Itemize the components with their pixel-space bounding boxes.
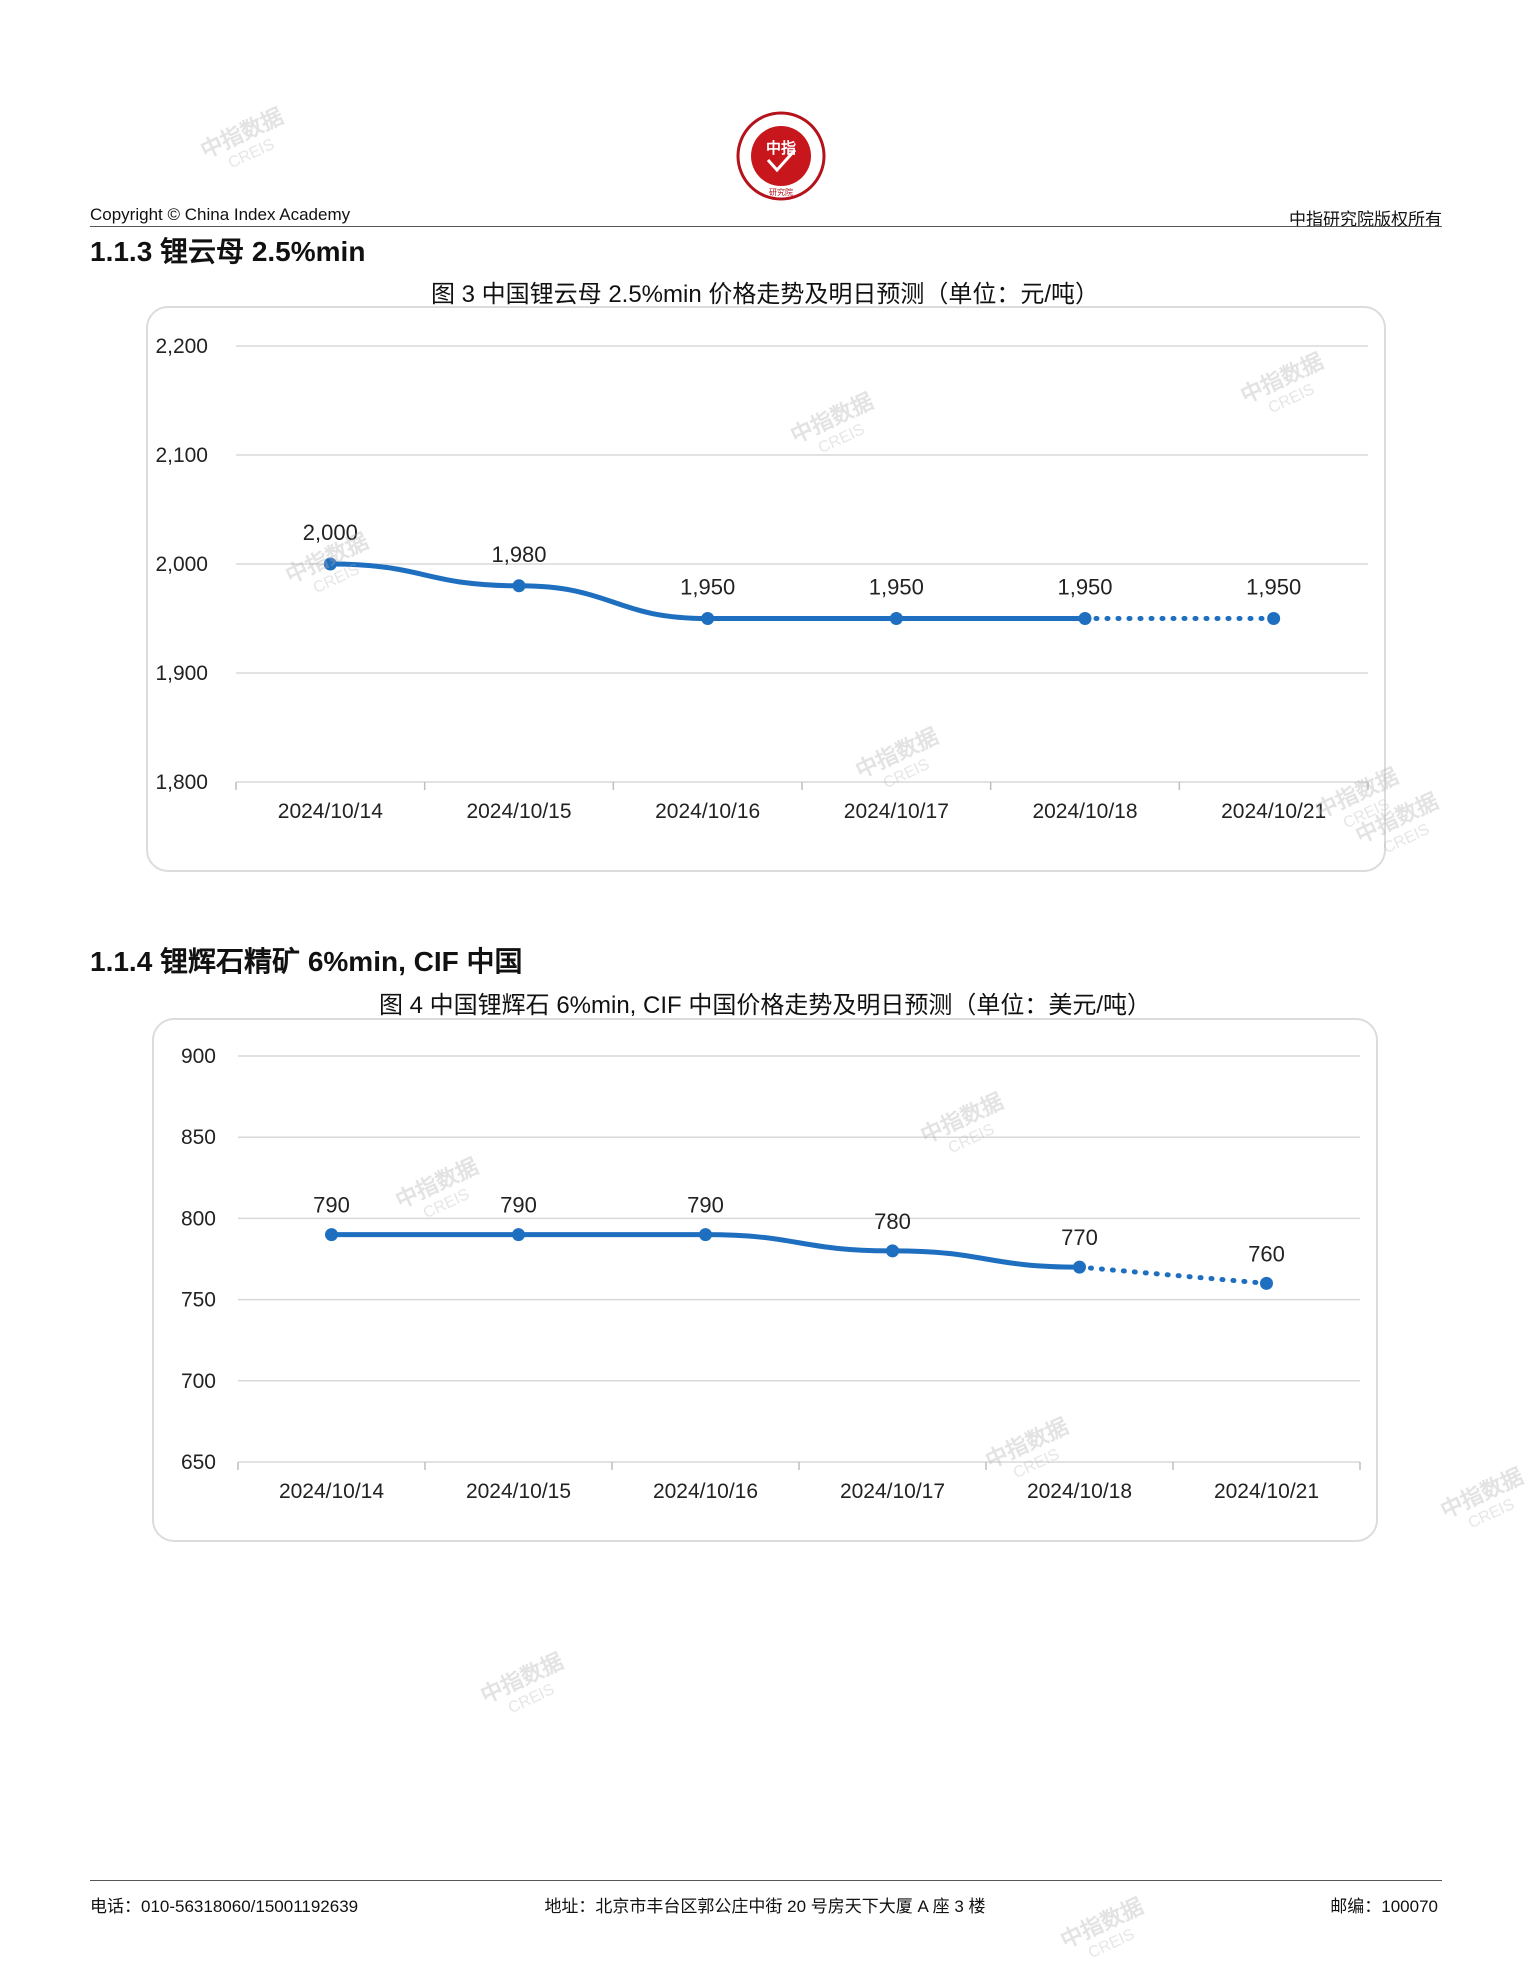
- chart-title-1: 图 3 中国锂云母 2.5%min 价格走势及明日预测（单位：元/吨）: [430, 281, 1100, 308]
- chart-2-y-tick-label: 750: [181, 1289, 216, 1312]
- chart-1-x-tick-label: 2024/10/18: [1032, 800, 1137, 823]
- chart-1-x-tick-label: 2024/10/15: [466, 800, 571, 823]
- chart-1-y-tick-label: 1,900: [155, 662, 208, 685]
- chart-1-x-tick-label: 2024/10/14: [278, 800, 383, 823]
- chart-2-forecast-line: [1077, 1264, 1269, 1286]
- chart-1-y-tick-label: 2,100: [155, 444, 208, 467]
- chart-2-y-tick-label: 800: [181, 1207, 216, 1230]
- chart-1-x-tick-label: 2024/10/17: [844, 800, 949, 823]
- chart-2-y-tick-label: 900: [181, 1045, 216, 1068]
- chart-1-data-label: 1,950: [1057, 575, 1112, 600]
- chart-1-x-tick-label: 2024/10/16: [655, 800, 760, 823]
- chart-1-data-label: 2,000: [303, 520, 358, 545]
- chart-2-data-point: [699, 1228, 712, 1242]
- chart-2-x-tick-label: 2024/10/15: [466, 1480, 571, 1503]
- chart-2-x-tick-label: 2024/10/21: [1214, 1480, 1319, 1503]
- footer-divider: [90, 1880, 1442, 1881]
- chart-1-data-label: 1,980: [491, 542, 546, 567]
- chart-2-data-point: [1073, 1260, 1086, 1274]
- chart-1-y-tick-label: 1,800: [155, 771, 208, 794]
- chart-1-data-point: [889, 612, 903, 625]
- chart-2-frame: 650 700 750 800 850 900 2024/10/14 2024/10/15 20…: [152, 1018, 1378, 1542]
- chart-1-data-label: 1,950: [680, 575, 735, 600]
- chart-2-data-label: 790: [500, 1193, 537, 1218]
- chart-2-x-tick-label: 2024/10/16: [653, 1480, 758, 1503]
- chart-title-2: 图 4 中国锂辉石 6%min, CIF 中国价格走势及明日预测（单位：美元/吨…: [378, 992, 1152, 1019]
- chart-2-x-tick-label: 2024/10/14: [279, 1480, 384, 1503]
- header-divider: [90, 226, 1442, 227]
- copyright-right: 中指研究院版权所有: [1289, 210, 1442, 230]
- chart-1-data-point: [701, 612, 715, 625]
- section-heading-2: 1.1.4 锂辉石精矿 6%min, CIF 中国: [90, 946, 523, 977]
- chart-2: 650 700 750 800 850 900 2024/10/14 2024/10/15 20…: [181, 1045, 1361, 1503]
- chart-2-x-tick-label: 2024/10/18: [1027, 1480, 1132, 1503]
- footer-address: 地址：北京市丰台区郭公庄中街 20 号房天下大厦 A 座 3 楼: [544, 1897, 986, 1916]
- chart-1: 1,800 1,900 2,000 2,100 2,200 2024/10/14 2024/…: [155, 335, 1369, 823]
- chart-1-data-label: 1,950: [869, 575, 924, 600]
- chart-2-y-tick-label: 850: [181, 1126, 216, 1149]
- chart-2-data-label: 760: [1248, 1241, 1285, 1266]
- chart-1-y-tick-label: 2,200: [155, 335, 208, 358]
- copyright-left: Copyright © China Index Academy: [90, 205, 351, 224]
- chart-2-data-label: 790: [687, 1193, 724, 1218]
- chart-2-y-tick-label: 650: [181, 1451, 216, 1474]
- chart-2-data-point: [1260, 1276, 1273, 1290]
- section-heading-1: 1.1.3 锂云母 2.5%min: [90, 236, 366, 267]
- chart-2-data-label: 790: [313, 1193, 350, 1218]
- chart-1-x-tick-label: 2024/10/21: [1221, 800, 1326, 823]
- footer-phone: 电话：010-56318060/15001192639: [90, 1897, 359, 1916]
- chart-2-y-tick-label: 700: [181, 1370, 216, 1393]
- chart-2-data-point: [512, 1228, 525, 1242]
- chart-1-data-point: [323, 557, 337, 571]
- chart-2-data-label: 770: [1061, 1225, 1098, 1250]
- chart-1-frame: 1,800 1,900 2,000 2,100 2,200 2024/10/14 2024/…: [146, 306, 1386, 872]
- chart-1-data-point: [512, 579, 526, 593]
- logo-center-text: 中指: [766, 139, 796, 157]
- logo-bottom-text: 研究院: [769, 187, 793, 197]
- chart-1-data-point: [1078, 612, 1092, 625]
- chart-2-data-label: 780: [874, 1209, 911, 1234]
- chart-1-data-point: [1267, 612, 1281, 625]
- chart-2-data-point: [886, 1244, 899, 1258]
- chart-1-data-label: 1,950: [1246, 575, 1301, 600]
- chart-2-x-tick-label: 2024/10/17: [840, 1480, 945, 1503]
- footer-zip: 邮编：100070: [1330, 1897, 1438, 1916]
- chart-1-y-tick-label: 2,000: [155, 553, 208, 576]
- china-index-academy-logo: 中指 研究院: [736, 111, 826, 201]
- chart-2-data-point: [325, 1228, 338, 1242]
